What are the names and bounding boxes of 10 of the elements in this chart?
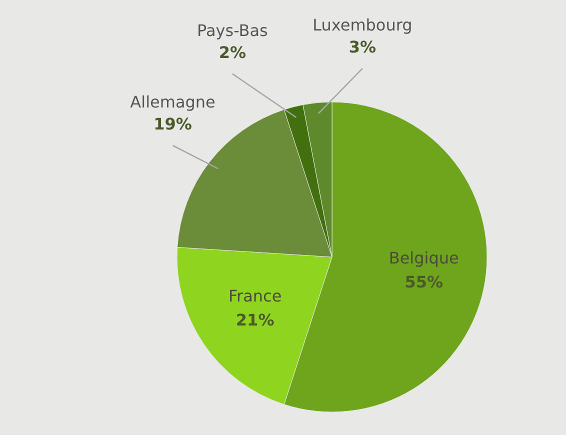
data-label: 2%	[218, 42, 246, 62]
slice-label: Luxembourg	[312, 15, 412, 34]
data-label: 55%	[404, 272, 444, 292]
slice-label: Belgique	[388, 248, 459, 268]
data-label: 3%	[348, 37, 376, 56]
slice-label: France	[228, 286, 282, 306]
data-label: 19%	[154, 114, 192, 134]
slice-label: Allemagne	[130, 92, 216, 112]
data-label: 21%	[236, 310, 274, 330]
slice-label: Pays-Bas	[197, 20, 268, 40]
